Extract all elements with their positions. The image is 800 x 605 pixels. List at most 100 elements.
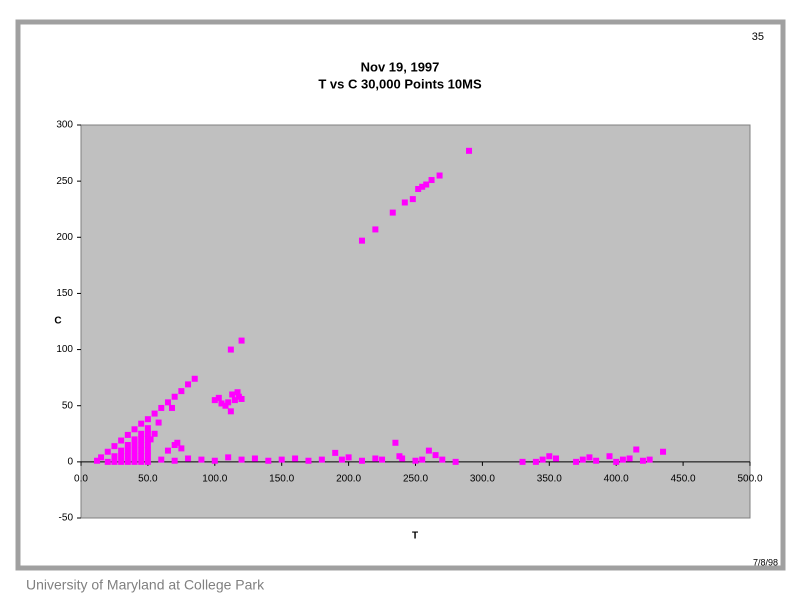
y-tick-label: 200 bbox=[56, 232, 73, 243]
point bbox=[178, 388, 185, 395]
x-tick-label: 200.0 bbox=[336, 473, 361, 484]
point bbox=[211, 397, 218, 404]
point bbox=[98, 454, 105, 461]
point bbox=[174, 439, 181, 446]
point bbox=[227, 346, 234, 353]
y-tick-label: 100 bbox=[56, 344, 73, 355]
point bbox=[619, 456, 626, 463]
point bbox=[412, 457, 419, 464]
point bbox=[626, 455, 633, 462]
x-tick-label: 350.0 bbox=[537, 473, 562, 484]
point bbox=[372, 226, 379, 233]
point bbox=[138, 442, 145, 449]
point bbox=[164, 399, 171, 406]
x-axis-label: T bbox=[412, 531, 418, 542]
point bbox=[111, 443, 118, 450]
point bbox=[158, 456, 165, 463]
point bbox=[191, 375, 198, 382]
x-tick-label: 0.0 bbox=[74, 473, 88, 484]
point bbox=[144, 453, 151, 460]
y-tick-label: 250 bbox=[56, 176, 73, 187]
point bbox=[138, 420, 145, 427]
point bbox=[251, 455, 258, 462]
point bbox=[305, 457, 312, 464]
point bbox=[345, 454, 352, 461]
y-tick-label: -50 bbox=[59, 513, 74, 524]
point bbox=[358, 237, 365, 244]
point bbox=[124, 431, 131, 438]
point bbox=[229, 391, 236, 398]
point bbox=[144, 430, 151, 437]
point bbox=[372, 455, 379, 462]
chart-title: Nov 19, 1997 bbox=[361, 59, 440, 74]
point bbox=[138, 430, 145, 437]
point bbox=[104, 458, 111, 465]
point bbox=[646, 456, 653, 463]
point bbox=[131, 426, 138, 433]
point bbox=[606, 453, 613, 460]
x-tick-label: 500.0 bbox=[737, 473, 762, 484]
point bbox=[639, 457, 646, 464]
point bbox=[419, 183, 426, 190]
point bbox=[318, 456, 325, 463]
point bbox=[138, 447, 145, 454]
point bbox=[164, 447, 171, 454]
point bbox=[222, 402, 229, 409]
point bbox=[227, 408, 234, 415]
x-tick-label: 50.0 bbox=[138, 473, 158, 484]
point bbox=[215, 394, 222, 401]
point bbox=[573, 458, 580, 465]
point bbox=[131, 436, 138, 443]
point bbox=[358, 457, 365, 464]
point bbox=[439, 456, 446, 463]
x-tick-label: 300.0 bbox=[470, 473, 495, 484]
point bbox=[225, 399, 232, 406]
point bbox=[138, 458, 145, 465]
point bbox=[198, 456, 205, 463]
point bbox=[138, 453, 145, 460]
date: 7/8/98 bbox=[753, 557, 778, 567]
x-tick-label: 150.0 bbox=[269, 473, 294, 484]
y-tick-label: 300 bbox=[56, 120, 73, 131]
point bbox=[399, 455, 406, 462]
point bbox=[144, 425, 151, 432]
point bbox=[238, 337, 245, 344]
point bbox=[147, 436, 154, 443]
point bbox=[131, 453, 138, 460]
point bbox=[436, 172, 443, 179]
point bbox=[389, 209, 396, 216]
point bbox=[593, 457, 600, 464]
x-tick-label: 250.0 bbox=[403, 473, 428, 484]
point bbox=[178, 445, 185, 452]
point bbox=[579, 456, 586, 463]
slide-number: 35 bbox=[752, 31, 764, 43]
point bbox=[151, 410, 158, 417]
point bbox=[392, 439, 399, 446]
point bbox=[539, 456, 546, 463]
point bbox=[401, 199, 408, 206]
point bbox=[124, 453, 131, 460]
point bbox=[278, 456, 285, 463]
point bbox=[118, 437, 125, 444]
point bbox=[151, 430, 158, 437]
point bbox=[419, 456, 426, 463]
point bbox=[218, 400, 225, 407]
point bbox=[265, 457, 272, 464]
y-tick-label: 50 bbox=[62, 400, 74, 411]
point bbox=[94, 457, 101, 464]
y-tick-label: 0 bbox=[67, 456, 73, 467]
point bbox=[546, 453, 553, 460]
y-axis-label: C bbox=[54, 316, 61, 327]
point bbox=[158, 404, 165, 411]
point bbox=[519, 458, 526, 465]
point bbox=[338, 456, 345, 463]
point bbox=[466, 147, 473, 154]
chart-subtitle: T vs C 30,000 Points 10MS bbox=[318, 76, 482, 91]
footer: University of Maryland at College Park bbox=[26, 577, 265, 593]
point bbox=[332, 449, 339, 456]
point bbox=[111, 458, 118, 465]
point bbox=[124, 447, 131, 454]
point bbox=[144, 447, 151, 454]
point bbox=[238, 456, 245, 463]
